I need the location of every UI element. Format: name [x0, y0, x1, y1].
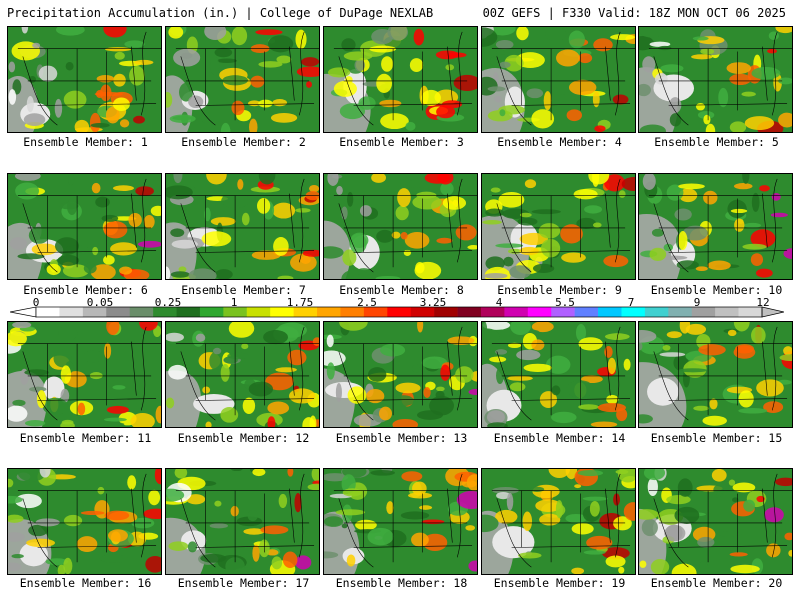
ensemble-member-label: Ensemble Member: 5 — [654, 135, 779, 149]
ensemble-map-11 — [7, 321, 162, 428]
ensemble-map-2 — [165, 26, 320, 133]
ensemble-member-label: Ensemble Member: 1 — [23, 135, 148, 149]
ensemble-member-label: Ensemble Member: 10 — [650, 283, 783, 297]
colorbar-segment — [317, 307, 341, 317]
colorbar-tick-label: 2.5 — [357, 296, 377, 309]
ensemble-member-label: Ensemble Member: 2 — [181, 135, 306, 149]
colorbar-tick-label: 0.05 — [86, 296, 114, 309]
ensemble-member-label: Ensemble Member: 15 — [650, 431, 783, 445]
colorbar-tick-label: 0.25 — [154, 296, 182, 309]
colorbar-segment — [504, 307, 529, 317]
ensemble-map-12 — [165, 321, 320, 428]
colorbar-segment — [106, 307, 130, 317]
ensemble-map-10 — [638, 173, 793, 280]
ensemble-member-label: Ensemble Member: 6 — [23, 283, 148, 297]
ensemble-map-1 — [7, 26, 162, 133]
colorbar-segment — [246, 307, 271, 317]
ensemble-map-20 — [638, 468, 793, 575]
ensemble-member-label: Ensemble Member: 7 — [181, 283, 306, 297]
colorbar-segment — [715, 307, 739, 317]
colorbar-segment — [176, 307, 201, 317]
colorbar-segment — [574, 307, 599, 317]
colorbar-segment — [293, 307, 318, 317]
ensemble-map-14 — [481, 321, 636, 428]
colorbar-segment — [551, 307, 575, 317]
colorbar-tick-label: 9 — [693, 296, 701, 309]
ensemble-member-label: Ensemble Member: 11 — [19, 431, 152, 445]
ensemble-map-18 — [323, 468, 478, 575]
ensemble-member-label: Ensemble Member: 9 — [497, 283, 622, 297]
ensemble-member-label: Ensemble Member: 4 — [497, 135, 622, 149]
ensemble-member-label: Ensemble Member: 17 — [177, 576, 310, 590]
colorbar-segment — [668, 307, 693, 317]
colorbar-segment — [129, 307, 154, 317]
ensemble-map-19 — [481, 468, 636, 575]
ensemble-map-15 — [638, 321, 793, 428]
ensemble-map-16 — [7, 468, 162, 575]
ensemble-map-8 — [323, 173, 478, 280]
colorbar-tick-label: 4 — [495, 296, 503, 309]
colorbar-segment — [691, 307, 716, 317]
ensemble-map-9 — [481, 173, 636, 280]
precipitation-colorbar — [10, 306, 784, 318]
colorbar-segment — [363, 307, 388, 317]
ensemble-map-13 — [323, 321, 478, 428]
colorbar-tick-label: 7 — [627, 296, 635, 309]
ensemble-member-label: Ensemble Member: 13 — [335, 431, 468, 445]
colorbar-tick-label: 0 — [32, 296, 40, 309]
colorbar-tick-label: 3.25 — [419, 296, 447, 309]
colorbar-segment — [598, 307, 622, 317]
colorbar-segment — [199, 307, 224, 317]
ensemble-member-label: Ensemble Member: 12 — [177, 431, 310, 445]
ensemble-member-label: Ensemble Member: 3 — [339, 135, 464, 149]
colorbar-segment — [223, 307, 248, 317]
colorbar-segment — [644, 307, 669, 317]
colorbar-segment — [457, 307, 482, 317]
ensemble-map-4 — [481, 26, 636, 133]
ensemble-map-6 — [7, 173, 162, 280]
ensemble-member-label: Ensemble Member: 8 — [339, 283, 464, 297]
ensemble-member-label: Ensemble Member: 20 — [650, 576, 783, 590]
colorbar-tick-label: 1.75 — [286, 296, 314, 309]
colorbar-segment — [387, 307, 412, 317]
ensemble-map-5 — [638, 26, 793, 133]
colorbar-segment — [621, 307, 646, 317]
colorbar-segment — [434, 307, 458, 317]
colorbar-tick-label: 1 — [230, 296, 238, 309]
colorbar-segment — [270, 307, 294, 317]
colorbar-segment — [36, 307, 60, 317]
model-run-valid-time: 00Z GEFS | F330 Valid: 18Z MON OCT 06 20… — [482, 6, 786, 20]
ensemble-member-label: Ensemble Member: 18 — [335, 576, 468, 590]
colorbar-segment — [82, 307, 107, 317]
ensemble-member-label: Ensemble Member: 14 — [493, 431, 626, 445]
colorbar-segment — [410, 307, 435, 317]
ensemble-map-17 — [165, 468, 320, 575]
ensemble-member-label: Ensemble Member: 19 — [493, 576, 626, 590]
colorbar-tick-label: 12 — [756, 296, 770, 309]
map-title: Precipitation Accumulation (in.) | Colle… — [7, 6, 434, 20]
ensemble-map-7 — [165, 173, 320, 280]
colorbar-segment — [738, 307, 763, 317]
ensemble-member-label: Ensemble Member: 16 — [19, 576, 152, 590]
colorbar-segment — [59, 307, 84, 317]
colorbar-segment — [480, 307, 505, 317]
colorbar-segment — [153, 307, 177, 317]
colorbar-tick-label: 5.5 — [555, 296, 575, 309]
colorbar-segment — [340, 307, 365, 317]
ensemble-map-3 — [323, 26, 478, 133]
colorbar-segment — [527, 307, 552, 317]
